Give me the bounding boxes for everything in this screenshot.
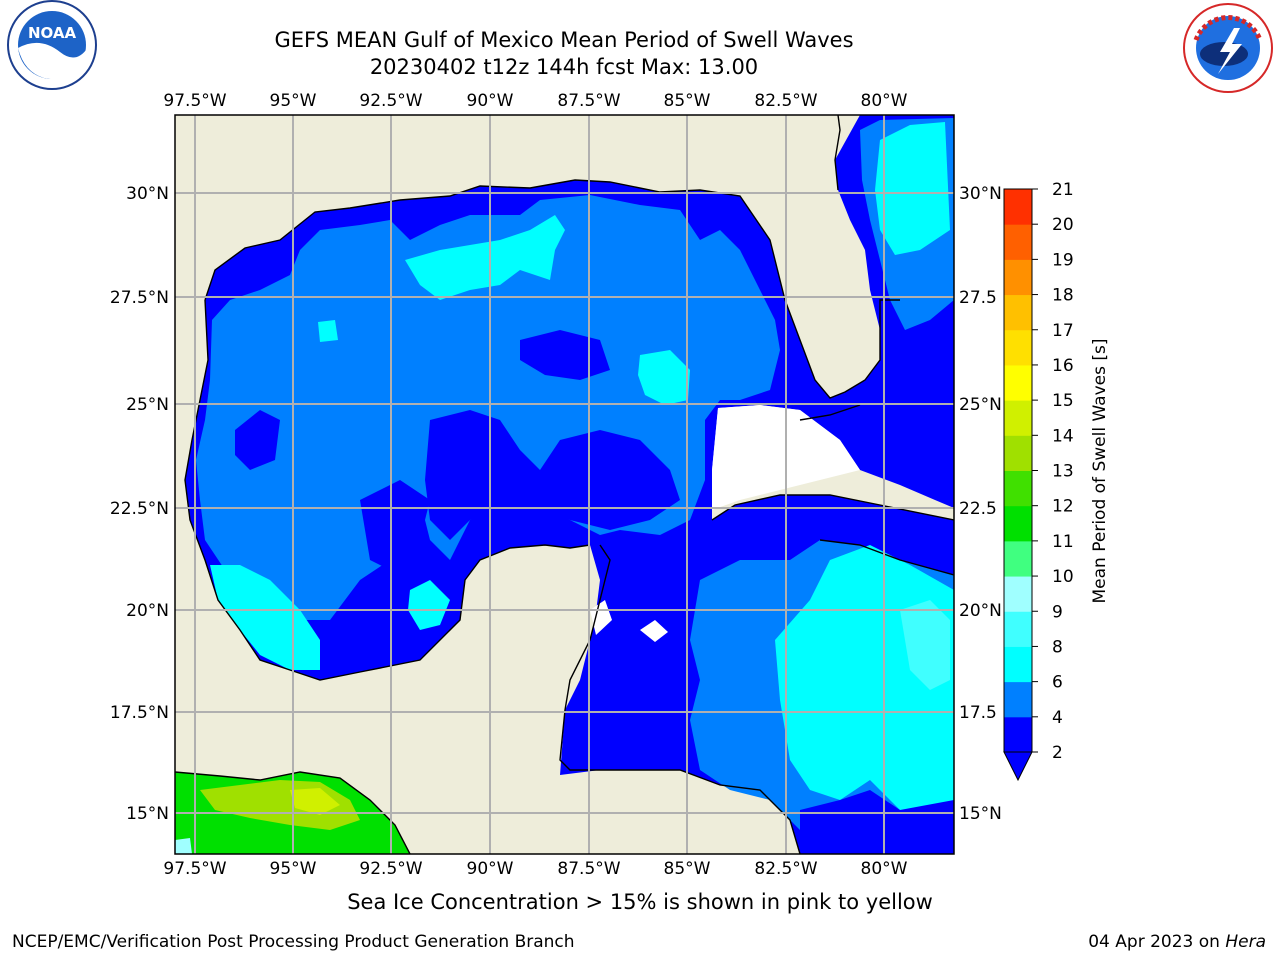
lat-label-left: 22.5°N [110, 499, 169, 519]
pacific-swell-lightblue [175, 838, 192, 854]
lat-label-right: 20°N [959, 601, 1002, 621]
colorbar-tick-label: 6 [1052, 673, 1063, 693]
colorbar-segment [1004, 611, 1032, 647]
colorbar-segment [1004, 576, 1032, 612]
colorbar-tick-label: 18 [1052, 286, 1074, 306]
lat-label-left: 17.5°N [110, 703, 169, 723]
lat-label-right: 15°N [959, 804, 1002, 824]
colorbar-segment [1004, 716, 1032, 753]
chart-title: GEFS MEAN Gulf of Mexico Mean Period of … [274, 28, 854, 52]
lat-label-left: 27.5°N [110, 288, 169, 308]
colorbar-tick-label: 2 [1052, 743, 1063, 763]
credit-line: NCEP/EMC/Verification Post Processing Pr… [12, 932, 575, 952]
lon-label-bottom: 80°W [861, 859, 908, 879]
lon-label-bottom: 90°W [467, 859, 514, 879]
colorbar-segment [1004, 505, 1032, 542]
run-host: Hera [1225, 932, 1266, 952]
gulf-swell-patch-dark-4 [360, 480, 430, 570]
colorbar-segment [1004, 540, 1032, 577]
lon-label-bottom: 82.5°W [754, 859, 817, 879]
lat-label-left: 20°N [126, 601, 169, 621]
lon-label-bottom: 92.5°W [359, 859, 422, 879]
run-date-text: 04 Apr 2023 on [1088, 932, 1226, 952]
lon-label-top: 87.5°W [557, 91, 620, 111]
gulf-swell-patch-cyan-5 [408, 580, 450, 630]
pacific-swell-yellow [290, 788, 340, 815]
colorbar-tick-label: 12 [1052, 497, 1074, 517]
lat-label-right: 27.5 [959, 288, 997, 308]
lon-label-top: 95°W [270, 91, 317, 111]
lon-label-bottom: 97.5°W [163, 859, 226, 879]
gulf-swell-patch-dark-3 [235, 410, 280, 470]
lon-label-top: 85°W [664, 91, 711, 111]
lon-label-bottom: 85°W [664, 859, 711, 879]
colorbar-tick-label: 16 [1052, 356, 1074, 376]
colorbar-tick-label: 13 [1052, 462, 1074, 482]
colorbar-segment [1004, 646, 1032, 683]
colorbar-segment [1004, 364, 1032, 401]
colorbar-segment [1004, 224, 1032, 260]
lon-label-top: 82.5°W [754, 91, 817, 111]
colorbar-segment [1004, 189, 1032, 225]
map-frame [174, 114, 955, 855]
nws-logo-icon [1183, 3, 1273, 93]
colorbar-tick-label: 11 [1052, 532, 1074, 552]
colorbar-segment [1004, 329, 1032, 366]
colorbar-tick-label: 15 [1052, 391, 1074, 411]
caribbean-swell-lightcyan [900, 600, 950, 690]
colorbar-tick-label: 20 [1052, 215, 1074, 235]
noaa-logo-icon: NOAA [7, 0, 97, 90]
lat-label-right: 17.5 [959, 703, 997, 723]
gulf-swell-patch-cyan-1 [405, 215, 565, 300]
gulf-swell-patch-cyan-2 [638, 350, 690, 405]
colorbar-segment [1004, 470, 1032, 507]
atlantic-swell-cyan [875, 122, 950, 255]
caribbean-swell-dark-south [800, 790, 954, 854]
lat-label-right: 30°N [959, 184, 1002, 204]
colorbar-ticks: 2 4 6 8 9 10 11 12 13 14 15 16 17 18 19 20 21 [1032, 180, 1074, 763]
map-area [175, 115, 954, 854]
sea-ice-note: Sea Ice Concentration > 15% is shown in … [347, 890, 933, 914]
no-data-patch-3 [590, 600, 612, 635]
lat-label-left: 30°N [126, 184, 169, 204]
colorbar-tick-label: 9 [1052, 602, 1063, 622]
lon-label-top: 97.5°W [163, 91, 226, 111]
colorbar-segment [1004, 435, 1032, 471]
lat-label-right: 22.5 [959, 499, 997, 519]
colorbar-tick-label: 19 [1052, 250, 1074, 270]
run-date: 04 Apr 2023 on Hera [1088, 932, 1266, 952]
colorbar-segment [1004, 259, 1032, 296]
lat-label-left: 15°N [126, 804, 169, 824]
colorbar-tick-label: 14 [1052, 426, 1074, 446]
lon-label-bottom: 95°W [270, 859, 317, 879]
colorbar-tick-label: 4 [1052, 708, 1063, 728]
colorbar-tick-label: 17 [1052, 321, 1074, 341]
colorbar-label: Mean Period of Swell Waves [s] [1090, 339, 1110, 604]
svg-text:NOAA: NOAA [28, 24, 77, 42]
no-data-patch-2 [640, 620, 668, 642]
lon-label-top: 90°W [467, 91, 514, 111]
colorbar [1003, 188, 1033, 782]
gulf-swell-patch-cyan-3 [318, 320, 338, 342]
colorbar-tick-label: 10 [1052, 567, 1074, 587]
map-gridlines [175, 115, 954, 854]
colorbar-segment [1004, 681, 1032, 718]
colorbar-tick-label: 21 [1052, 180, 1074, 200]
gulf-swell-patch-dark-2 [520, 330, 610, 380]
lat-label-left: 25°N [126, 395, 169, 415]
lon-label-top: 80°W [861, 91, 908, 111]
chart-subtitle: 20230402 t12z 144h fcst Max: 13.00 [369, 55, 759, 79]
lon-label-bottom: 87.5°W [557, 859, 620, 879]
lat-label-right: 25°N [959, 395, 1002, 415]
colorbar-extend-triangle [1003, 751, 1033, 782]
colorbar-tick-label: 8 [1052, 637, 1063, 657]
colorbar-segment [1004, 400, 1032, 436]
lon-label-top: 92.5°W [359, 91, 422, 111]
colorbar-segment [1004, 294, 1032, 331]
